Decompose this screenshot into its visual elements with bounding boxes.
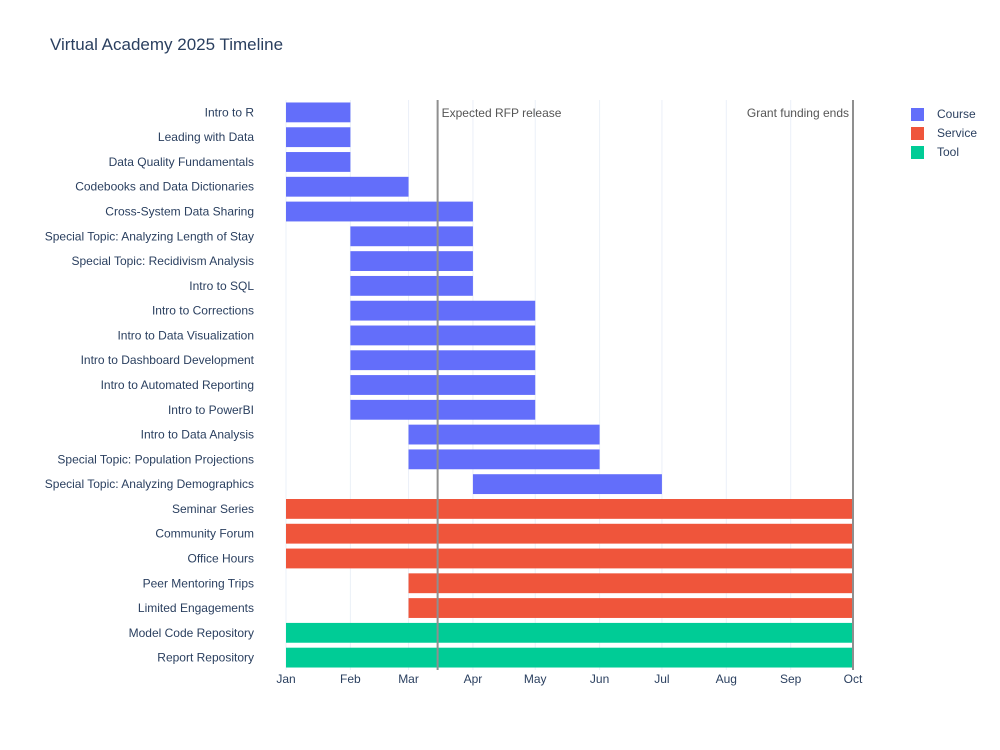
- x-tick-label: May: [524, 672, 547, 686]
- x-tick-label: Apr: [464, 672, 483, 686]
- timeline-bar: [350, 251, 473, 271]
- timeline-bar: [286, 201, 473, 222]
- y-tick-label: Intro to SQL: [189, 279, 254, 293]
- timeline-bar: [286, 176, 409, 197]
- y-tick-label: Special Topic: Recidivism Analysis: [71, 254, 254, 268]
- y-tick-label: Intro to Dashboard Development: [81, 353, 255, 367]
- y-tick-label: Report Repository: [157, 651, 254, 665]
- y-tick-label: Peer Mentoring Trips: [143, 576, 254, 590]
- y-tick-label: Intro to Data Analysis: [141, 428, 254, 442]
- timeline-bar: [286, 647, 853, 668]
- y-axis-labels: Intro to R Leading with Data Data Quality …: [45, 105, 255, 664]
- y-tick-label: Intro to PowerBI: [168, 403, 254, 417]
- timeline-bar: [350, 275, 473, 296]
- timeline-bar: [350, 300, 536, 321]
- timeline-bar: [286, 622, 853, 643]
- timeline-bar: [350, 375, 536, 395]
- legend-swatch: [911, 108, 924, 121]
- legend-label: Course: [937, 107, 976, 121]
- timeline-bar: [286, 127, 351, 148]
- y-tick-label: Special Topic: Analyzing Length of Stay: [45, 229, 254, 243]
- legend-swatch: [911, 127, 924, 140]
- annotation-label: Expected RFP release: [442, 106, 562, 120]
- y-tick-label: Special Topic: Analyzing Demographics: [45, 477, 254, 491]
- timeline-bar: [408, 449, 600, 470]
- legend-swatch: [911, 146, 924, 159]
- timeline-bar: [286, 152, 351, 172]
- timeline-bar: [286, 102, 351, 123]
- annotation-label: Grant funding ends: [747, 106, 849, 120]
- timeline-bar: [286, 523, 853, 544]
- y-tick-label: Cross-System Data Sharing: [105, 205, 254, 219]
- legend-label: Tool: [937, 145, 959, 159]
- y-tick-label: Data Quality Fundamentals: [109, 155, 254, 169]
- timeline-bar: [408, 573, 853, 594]
- x-tick-label: Sep: [780, 672, 802, 686]
- legend: Course Service Tool: [911, 107, 977, 159]
- y-tick-label: Intro to Data Visualization: [117, 328, 254, 342]
- y-tick-label: Seminar Series: [172, 502, 254, 516]
- timeline-bar: [286, 548, 853, 569]
- x-tick-label: Jun: [590, 672, 609, 686]
- x-tick-label: Jan: [276, 672, 295, 686]
- x-tick-label: Feb: [340, 672, 361, 686]
- y-tick-label: Intro to Automated Reporting: [101, 378, 254, 392]
- timeline-bar: [350, 325, 536, 346]
- y-tick-label: Intro to R: [205, 105, 255, 119]
- timeline-bar: [350, 399, 536, 420]
- y-tick-label: Model Code Repository: [129, 626, 254, 640]
- x-axis-labels: Jan Feb Mar Apr May Jun Jul Aug Sep Oct: [276, 672, 863, 686]
- x-tick-label: Aug: [716, 672, 737, 686]
- timeline-bar: [408, 424, 600, 445]
- y-tick-label: Codebooks and Data Dictionaries: [75, 180, 254, 194]
- timeline-bar: [350, 226, 473, 247]
- legend-label: Service: [937, 126, 977, 140]
- timeline-bar: [472, 474, 662, 495]
- y-tick-label: Limited Engagements: [138, 601, 254, 615]
- y-tick-label: Community Forum: [155, 527, 254, 541]
- timeline-bar: [286, 499, 853, 519]
- x-tick-label: Oct: [844, 672, 863, 686]
- y-tick-label: Intro to Corrections: [152, 304, 254, 318]
- y-tick-label: Office Hours: [188, 551, 254, 565]
- annotations: Expected RFP release Grant funding ends: [436, 100, 854, 670]
- bars: [286, 102, 853, 668]
- timeline-bar: [408, 598, 853, 618]
- x-tick-label: Mar: [398, 672, 419, 686]
- chart-title: Virtual Academy 2025 Timeline: [50, 35, 283, 54]
- y-tick-label: Leading with Data: [158, 130, 254, 144]
- x-tick-label: Jul: [654, 672, 669, 686]
- timeline-bar: [350, 350, 536, 371]
- y-tick-label: Special Topic: Population Projections: [57, 452, 254, 466]
